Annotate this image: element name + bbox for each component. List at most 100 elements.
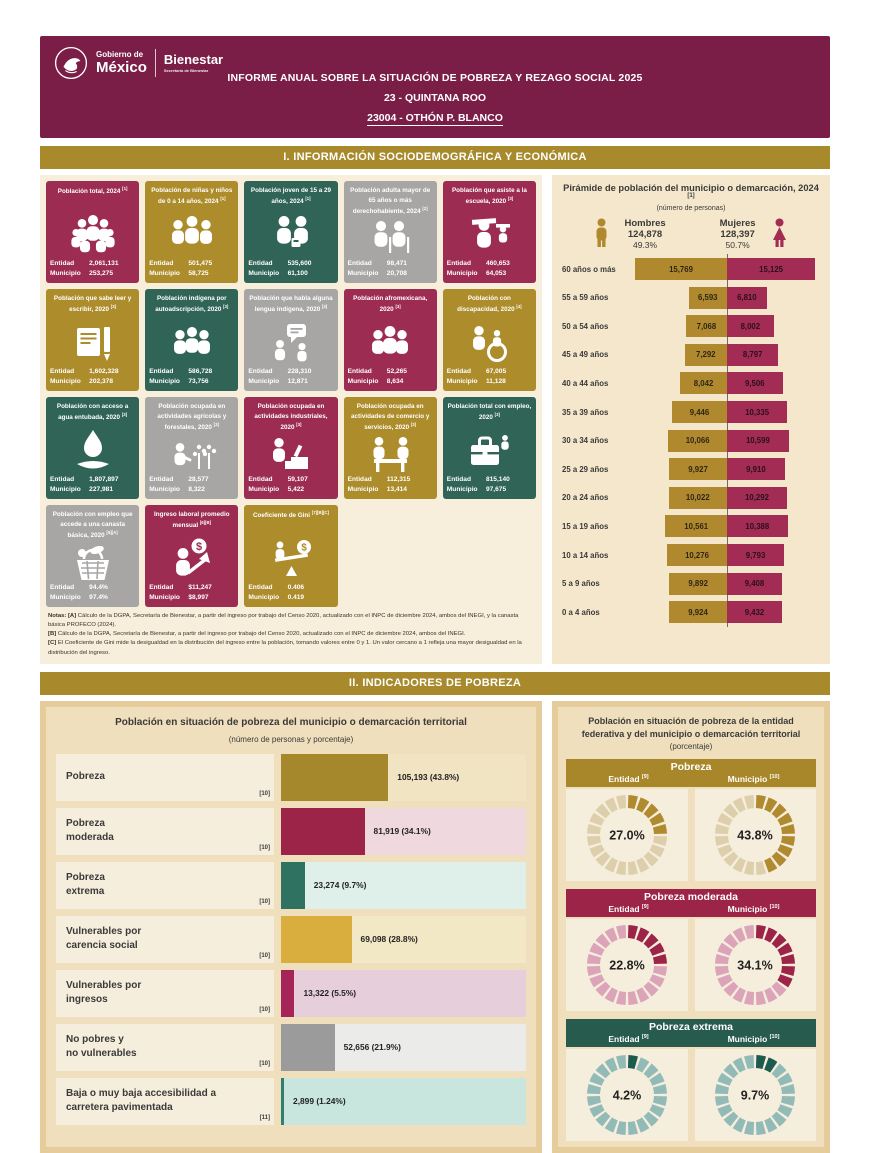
logo-divider: [154, 49, 156, 77]
entidad-label: Entidad: [149, 368, 174, 376]
entidad-column-label: Entidad [9]: [608, 903, 649, 914]
stat-card-values: Entidad 2,061,131 Municipio 253,275: [50, 259, 135, 279]
municipality-title: 23004 - OTHÓN P. BLANCO: [367, 112, 503, 126]
poverty-row: Pobreza [10] 105,193 (43.8%): [56, 753, 526, 801]
poverty-row-footnote: [10]: [259, 953, 270, 960]
hombres-bar: 9,927: [669, 458, 727, 481]
entidad-label: Entidad: [149, 584, 174, 592]
poverty-bar-rows: Pobreza [10] 105,193 (43.8%) Pobreza moder…: [56, 753, 526, 1125]
stat-card-title: Población que habla alguna lengua indíge…: [249, 295, 333, 313]
entidad-label: Entidad: [347, 260, 372, 268]
municipio-donut: 43.8%: [694, 788, 816, 881]
stat-card-title: Población que asiste a la escuela, 2020 …: [451, 187, 527, 205]
entidad-label: Entidad: [347, 368, 372, 376]
stat-card-title: Población total con empleo, 2020 [3]: [447, 403, 532, 421]
donut-block-title: Pobreza: [670, 760, 712, 773]
age-group-label: 35 a 39 años: [562, 407, 609, 417]
poverty-row-footnote: [10]: [259, 791, 270, 798]
entidad-label: Entidad: [50, 260, 75, 268]
agriculture-icon: [149, 431, 234, 475]
mujeres-bar: 10,388: [727, 515, 788, 538]
pyramid-row: 20 a 24 años 10,022 10,292: [562, 482, 820, 513]
poverty-bar-value: 23,274 (9.7%): [313, 880, 367, 891]
pyramid-row: 10 a 14 años 10,276 9,793: [562, 540, 820, 571]
municipio-label: Municipio: [149, 378, 180, 386]
entidad-column-label: Entidad [9]: [608, 773, 649, 784]
mujeres-bar: 15,125: [727, 258, 816, 281]
donut-block-title: Pobreza moderada: [644, 890, 738, 903]
age-group-label: 0 a 4 años: [562, 607, 600, 617]
poverty-bars-subtitle: (número de personas y porcentaje): [228, 734, 354, 744]
youth-icon: [248, 207, 333, 259]
mujeres-bar: 9,506: [727, 372, 783, 395]
mujeres-bar: 6,810: [727, 286, 767, 309]
stat-card-values: Entidad 501,475 Municipio 58,725: [149, 259, 234, 279]
stat-card: Población total, 2024 [1] Entidad 2,061,1…: [46, 181, 140, 283]
svg-text:22.8%: 22.8%: [609, 958, 644, 972]
poverty-row: Vulnerables por carencia social [10] 69,09…: [56, 915, 526, 963]
stat-card: Población adulta mayor de 65 años o más …: [343, 181, 437, 283]
hombres-bar: 10,066: [668, 429, 727, 452]
poverty-bar-track: 105,193 (43.8%): [281, 753, 526, 801]
entidad-column-label: Entidad [9]: [608, 1033, 649, 1044]
mujeres-bar: 9,408: [727, 572, 782, 595]
population-group-icon: [50, 207, 135, 259]
municipio-label: Municipio: [248, 486, 280, 494]
svg-text:$: $: [196, 541, 202, 553]
basket-icon: [50, 539, 135, 583]
municipio-value: 0.419: [287, 594, 305, 602]
poverty-donuts-title: Población en situación de pobreza de la …: [581, 715, 801, 740]
municipio-value: 8,634: [386, 378, 404, 386]
poverty-row-footnote: [10]: [259, 1061, 270, 1068]
donut-chart: 27.0%: [586, 794, 667, 875]
stat-card: Población que asiste a la escuela, 2020 …: [442, 181, 536, 283]
donut-block-header: Pobreza Entidad [9] Municipio [10]: [566, 758, 816, 787]
stat-card-title: Población adulta mayor de 65 años o más …: [350, 187, 431, 215]
age-group-label: 45 a 49 años: [562, 350, 609, 360]
stat-card-values: Entidad $11,247 Municipio $8,997: [149, 583, 234, 603]
pyramid-subtitle: (número de personas): [656, 205, 726, 213]
pyramid-row: 60 años o más 15,769 15,125: [562, 254, 820, 285]
entidad-value: 2,061,131: [89, 260, 119, 268]
poverty-row-label: No pobres y no vulnerables [10]: [56, 1023, 274, 1071]
poverty-bar: [281, 807, 365, 855]
donut-block-title: Pobreza extrema: [648, 1020, 734, 1033]
stat-card-values: Entidad 586,728 Municipio 73,756: [149, 367, 234, 387]
entidad-value: 460,653: [485, 260, 510, 268]
entidad-label: Entidad: [50, 476, 75, 484]
municipio-label: Municipio: [347, 270, 379, 278]
hombres-bar: 9,892: [669, 572, 727, 595]
stat-card: Coeficiente de Gini [7][B][C] $ Entidad 0…: [244, 505, 338, 607]
entidad-value: 815,140: [485, 476, 510, 484]
stat-card-values: Entidad 112,315 Municipio 13,414: [348, 475, 433, 495]
gobierno-mexico-logo: Gobierno de México Bienestar Secretaría …: [54, 46, 223, 80]
entidad-value: 228,310: [287, 368, 312, 376]
pyramid-row: 5 a 9 años 9,892 9,408: [562, 568, 820, 599]
poverty-row-footnote: [11]: [259, 1115, 270, 1122]
hombres-legend: Hombres 124,878 49.3%: [624, 218, 666, 251]
mujeres-bar: 10,599: [727, 429, 789, 452]
poverty-bar: [281, 1077, 285, 1125]
donut-blocks: Pobreza Entidad [9] Municipio [10] 27.0%…: [566, 758, 816, 1141]
entidad-label: Entidad: [50, 584, 75, 592]
svg-text:$: $: [301, 543, 307, 554]
hombres-bar: 10,022: [668, 486, 727, 509]
poverty-bars-panel: Población en situación de pobreza del mu…: [40, 700, 542, 1153]
stat-card: Población joven de 15 a 29 años, 2024 [1…: [244, 181, 338, 283]
entidad-value: 112,315: [386, 476, 411, 484]
entidad-label: Entidad: [446, 260, 471, 268]
stat-card-title: Población total, 2024 [1]: [57, 186, 128, 196]
municipio-value: 97,675: [485, 486, 507, 494]
poverty-bar-value: 52,656 (21.9%): [343, 1042, 401, 1053]
poverty-section: Población en situación de pobreza del mu…: [40, 700, 830, 1153]
mujeres-bar: 9,910: [727, 458, 785, 481]
municipio-value: 202,378: [89, 378, 114, 386]
section-2-header: II. INDICADORES DE POBREZA: [40, 671, 830, 695]
poverty-row-label: Vulnerables por carencia social [10]: [56, 915, 274, 963]
municipio-value: 64,053: [485, 270, 507, 278]
entidad-donut: 27.0%: [566, 788, 688, 881]
poverty-row-label: Baja o muy baja accesibilidad a carretera…: [56, 1077, 274, 1125]
poverty-bar: [281, 969, 295, 1017]
stat-card-values: Entidad 52,265 Municipio 8,634: [348, 367, 433, 387]
stat-card-title: Coeficiente de Gini [7][B][C]: [253, 510, 329, 520]
